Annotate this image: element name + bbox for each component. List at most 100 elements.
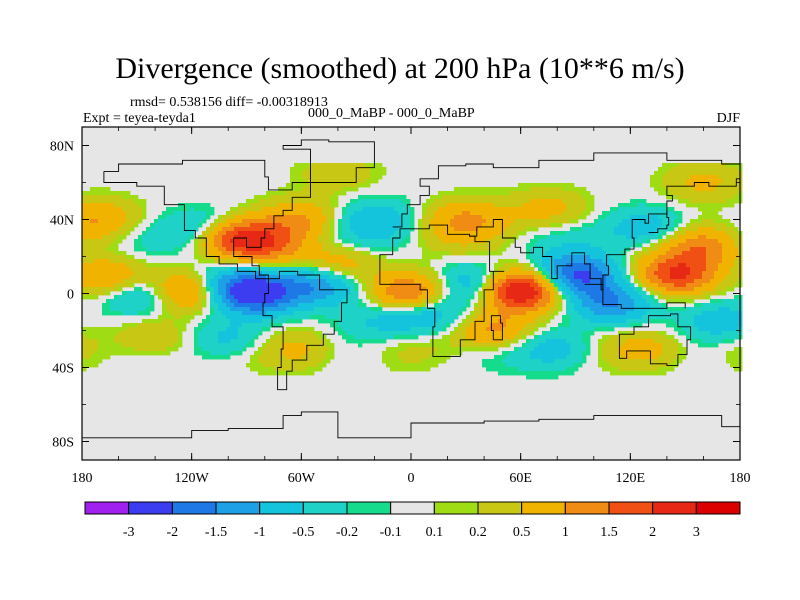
field-cell — [198, 223, 203, 228]
field-cell — [534, 347, 539, 352]
field-cell — [502, 299, 507, 304]
field-cell — [514, 371, 519, 376]
field-cell — [282, 219, 287, 224]
field-cell — [298, 247, 303, 252]
field-cell — [242, 203, 247, 208]
field-cell — [206, 323, 211, 328]
field-cell — [178, 287, 183, 292]
field-cell — [498, 355, 503, 360]
field-cell — [374, 271, 379, 276]
field-cell — [462, 263, 467, 268]
field-cell — [126, 327, 131, 332]
field-cell — [254, 315, 259, 320]
field-cell — [266, 363, 271, 368]
field-cell — [542, 211, 547, 216]
field-cell — [322, 359, 327, 364]
field-cell — [378, 299, 383, 304]
field-cell — [314, 219, 319, 224]
field-cell — [338, 175, 343, 180]
field-cell — [98, 259, 103, 264]
field-cell — [194, 211, 199, 216]
field-cell — [174, 223, 179, 228]
field-cell — [554, 363, 559, 368]
field-cell — [350, 271, 355, 276]
field-cell — [290, 295, 295, 300]
field-cell — [362, 255, 367, 260]
field-cell — [518, 323, 523, 328]
field-cell — [214, 247, 219, 252]
field-cell — [382, 295, 387, 300]
field-cell — [338, 235, 343, 240]
field-cell — [214, 335, 219, 340]
field-cell — [554, 359, 559, 364]
field-cell — [210, 307, 215, 312]
field-cell — [346, 307, 351, 312]
field-cell — [306, 187, 311, 192]
field-cell — [262, 327, 267, 332]
field-cell — [214, 307, 219, 312]
field-cell — [586, 343, 591, 348]
field-cell — [86, 263, 91, 268]
field-cell — [474, 327, 479, 332]
field-cell — [274, 203, 279, 208]
field-cell — [246, 311, 251, 316]
field-cell — [218, 295, 223, 300]
field-cell — [122, 267, 127, 272]
field-cell — [294, 255, 299, 260]
field-cell — [482, 195, 487, 200]
field-cell — [526, 347, 531, 352]
field-cell — [342, 303, 347, 308]
field-cell — [434, 235, 439, 240]
field-cell — [394, 327, 399, 332]
field-cell — [334, 163, 339, 168]
field-cell — [562, 235, 567, 240]
field-cell — [430, 255, 435, 260]
field-cell — [554, 259, 559, 264]
field-cell — [470, 207, 475, 212]
field-cell — [286, 207, 291, 212]
field-cell — [498, 195, 503, 200]
field-cell — [498, 367, 503, 372]
field-cell — [522, 319, 527, 324]
field-cell — [146, 331, 151, 336]
field-cell — [410, 311, 415, 316]
field-cell — [574, 187, 579, 192]
field-cell — [394, 323, 399, 328]
field-cell — [534, 323, 539, 328]
field-cell — [310, 207, 315, 212]
field-cell — [442, 211, 447, 216]
field-cell — [350, 255, 355, 260]
field-cell — [90, 195, 95, 200]
field-cell — [426, 287, 431, 292]
field-cell — [286, 263, 291, 268]
field-cell — [198, 275, 203, 280]
field-cell — [594, 327, 599, 332]
field-cell — [390, 323, 395, 328]
field-cell — [574, 367, 579, 372]
field-cell — [114, 311, 119, 316]
field-cell — [514, 223, 519, 228]
field-cell — [558, 327, 563, 332]
field-cell — [238, 219, 243, 224]
field-cell — [486, 291, 491, 296]
field-cell — [450, 235, 455, 240]
field-cell — [250, 283, 255, 288]
field-cell — [386, 263, 391, 268]
field-cell — [314, 347, 319, 352]
field-cell — [526, 315, 531, 320]
field-cell — [398, 203, 403, 208]
field-cell — [370, 287, 375, 292]
field-cell — [314, 283, 319, 288]
field-cell — [498, 199, 503, 204]
field-cell — [210, 319, 215, 324]
field-cell — [274, 287, 279, 292]
field-cell — [362, 243, 367, 248]
field-cell — [166, 339, 171, 344]
field-cell — [206, 279, 211, 284]
field-cell — [586, 199, 591, 204]
field-cell — [114, 275, 119, 280]
field-cell — [210, 235, 215, 240]
field-cell — [330, 279, 335, 284]
field-cell — [130, 275, 135, 280]
field-cell — [94, 363, 99, 368]
